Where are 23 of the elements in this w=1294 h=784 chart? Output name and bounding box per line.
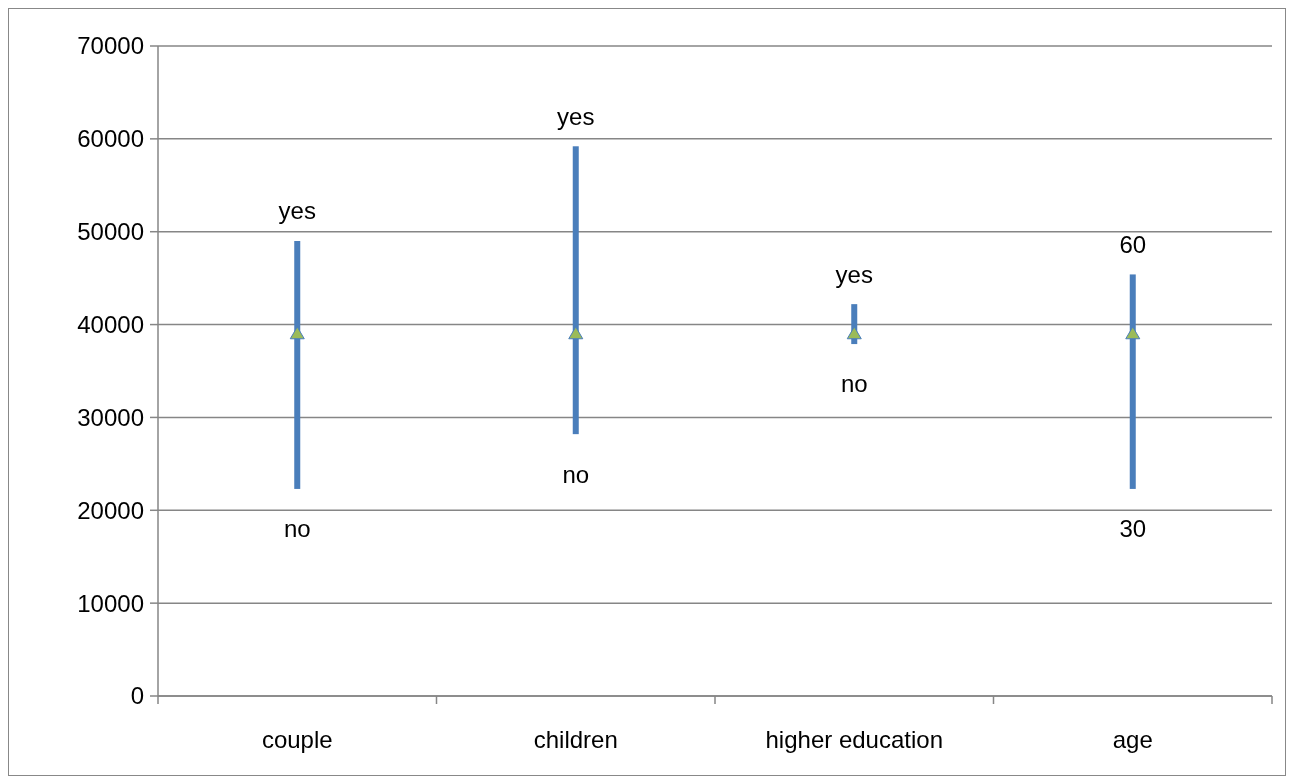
y-tick-label: 50000 xyxy=(77,218,144,246)
y-tick-label: 0 xyxy=(130,682,144,710)
bar xyxy=(1129,274,1136,489)
annotation: yes xyxy=(557,102,595,130)
y-tick-label: 40000 xyxy=(77,310,144,338)
x-tick-label: couple xyxy=(261,726,333,753)
annotation: no xyxy=(283,515,311,543)
y-tick-label: 60000 xyxy=(77,125,144,153)
annotation: no xyxy=(562,460,590,488)
y-tick-label: 20000 xyxy=(77,496,144,524)
x-tick-label: children xyxy=(533,726,618,753)
y-tick-label: 30000 xyxy=(77,403,144,431)
annotation: 30 xyxy=(1119,515,1147,543)
y-tick-label: 70000 xyxy=(77,32,144,60)
bar xyxy=(572,146,579,435)
bar xyxy=(294,241,301,489)
annotation: yes xyxy=(278,197,316,225)
x-tick-label: age xyxy=(1112,726,1153,753)
annotation: 60 xyxy=(1119,230,1147,258)
annotation: no xyxy=(840,370,868,398)
x-tick-label: higher education xyxy=(765,726,943,753)
y-tick-label: 10000 xyxy=(77,589,144,617)
annotation: yes xyxy=(835,260,873,288)
